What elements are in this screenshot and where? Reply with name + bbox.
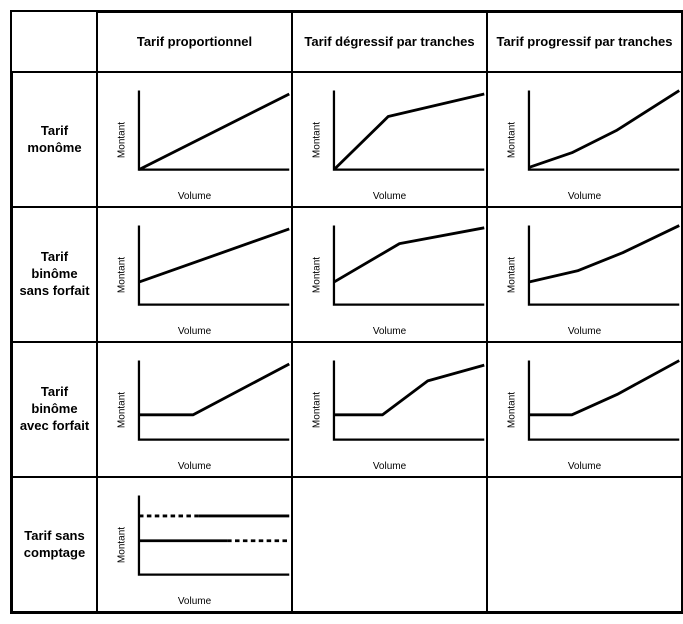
y-axis-label: Montant	[117, 526, 128, 562]
col-header-degr: Tarif dégressif par tranches	[292, 12, 487, 72]
chart-cell-sans_compt-prop: Montant Volume	[97, 477, 292, 612]
curve	[529, 361, 679, 415]
axes	[334, 91, 484, 170]
x-axis-label: Volume	[297, 326, 482, 337]
x-axis-label: Volume	[102, 596, 287, 607]
chart-wrap: Montant Volume	[102, 212, 287, 337]
corner-cell	[12, 12, 97, 72]
tariff-grid: Tarif proportionnelTarif dégressif par t…	[10, 10, 683, 614]
axes	[334, 226, 484, 305]
chart-cell-binome_avec-prop: Montant Volume	[97, 342, 292, 477]
chart-svg	[307, 77, 492, 190]
chart-cell-binome_avec-progr: Montant Volume	[487, 342, 682, 477]
chart-svg	[502, 77, 683, 190]
chart-cell-binome_avec-degr: Montant Volume	[292, 342, 487, 477]
y-axis-label: Montant	[507, 121, 518, 157]
chart-svg	[502, 212, 683, 325]
x-axis-label: Volume	[102, 326, 287, 337]
chart-svg	[112, 347, 297, 460]
x-axis-label: Volume	[102, 191, 287, 202]
row-label-binome_sans: Tarif binôme sans forfait	[12, 207, 97, 342]
x-axis-label: Volume	[102, 461, 287, 472]
y-axis-label: Montant	[117, 121, 128, 157]
chart-svg	[502, 347, 683, 460]
chart-cell-sans_compt-degr	[292, 477, 487, 612]
y-axis-label: Montant	[312, 256, 323, 292]
x-axis-label: Volume	[492, 461, 677, 472]
curve	[139, 94, 289, 170]
curve	[334, 365, 484, 415]
chart-wrap: Montant Volume	[102, 77, 287, 202]
x-axis-label: Volume	[297, 461, 482, 472]
row-label-binome_avec: Tarif binôme avec forfait	[12, 342, 97, 477]
y-axis-label: Montant	[117, 256, 128, 292]
chart-wrap: Montant Volume	[492, 212, 677, 337]
x-axis-label: Volume	[297, 191, 482, 202]
curve	[334, 94, 484, 170]
axes	[139, 361, 289, 440]
col-header-prop: Tarif proportionnel	[97, 12, 292, 72]
y-axis-label: Montant	[117, 391, 128, 427]
x-axis-label: Volume	[492, 191, 677, 202]
y-axis-label: Montant	[507, 391, 518, 427]
chart-cell-binome_sans-degr: Montant Volume	[292, 207, 487, 342]
chart-cell-sans_compt-progr	[487, 477, 682, 612]
chart-cell-monome-progr: Montant Volume	[487, 72, 682, 207]
chart-svg	[307, 347, 492, 460]
curve	[334, 228, 484, 282]
chart-wrap: Montant Volume	[297, 77, 482, 202]
y-axis-label: Montant	[312, 391, 323, 427]
chart-wrap: Montant Volume	[492, 347, 677, 472]
chart-svg	[112, 482, 297, 595]
chart-wrap: Montant Volume	[297, 347, 482, 472]
chart-wrap: Montant Volume	[297, 212, 482, 337]
curve	[139, 229, 289, 282]
col-header-progr: Tarif progressif par tranches	[487, 12, 682, 72]
curve	[529, 91, 679, 168]
axes	[139, 496, 289, 575]
chart-svg	[307, 212, 492, 325]
y-axis-label: Montant	[312, 121, 323, 157]
chart-cell-binome_sans-progr: Montant Volume	[487, 207, 682, 342]
chart-wrap: Montant Volume	[102, 347, 287, 472]
row-label-sans_compt: Tarif sans comptage	[12, 477, 97, 612]
chart-cell-monome-degr: Montant Volume	[292, 72, 487, 207]
chart-svg	[112, 212, 297, 325]
row-label-monome: Tarif monôme	[12, 72, 97, 207]
chart-svg	[112, 77, 297, 190]
curve	[139, 364, 289, 415]
chart-wrap: Montant Volume	[492, 77, 677, 202]
curve	[529, 226, 679, 283]
axes	[529, 91, 679, 170]
chart-cell-monome-prop: Montant Volume	[97, 72, 292, 207]
chart-cell-binome_sans-prop: Montant Volume	[97, 207, 292, 342]
y-axis-label: Montant	[507, 256, 518, 292]
x-axis-label: Volume	[492, 326, 677, 337]
chart-wrap: Montant Volume	[102, 482, 287, 607]
